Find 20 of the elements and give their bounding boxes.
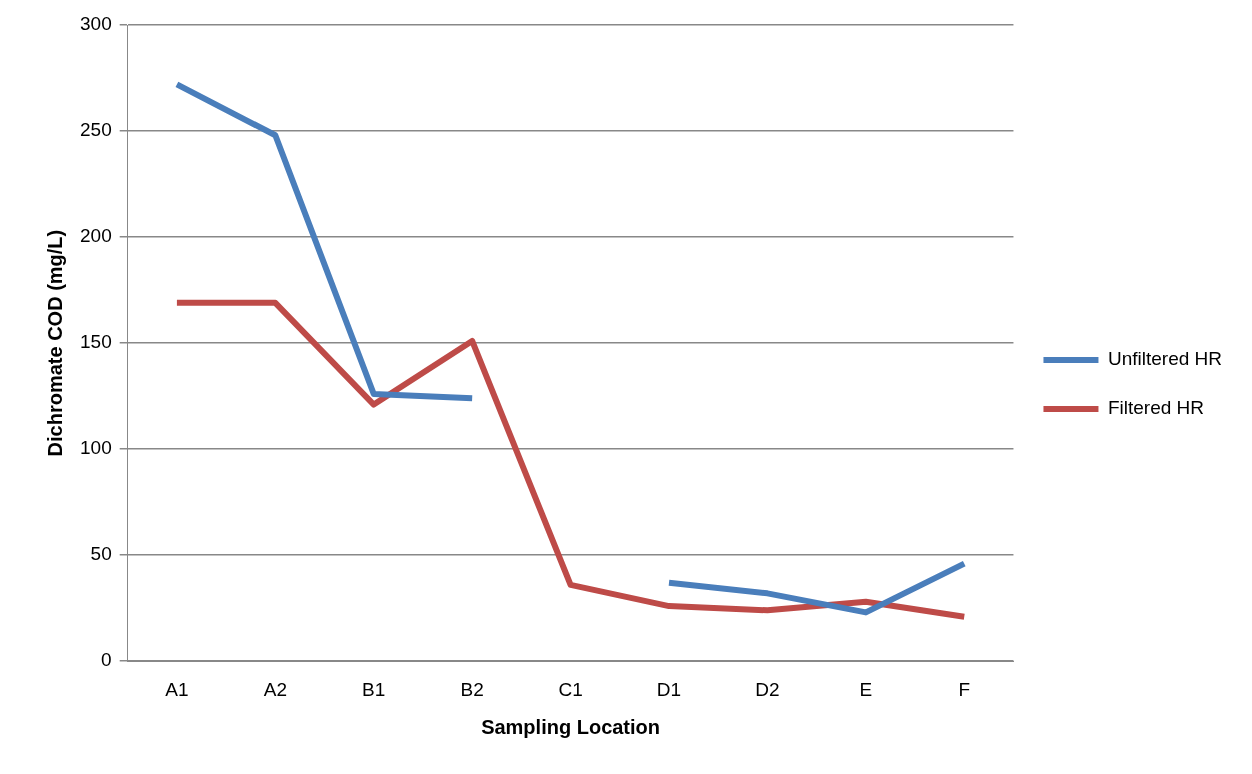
legend-label: Filtered HR (1107, 397, 1205, 419)
x-tick-label: D2 (755, 678, 780, 700)
y-tick-label: 200 (80, 225, 112, 247)
x-tick-label: A1 (165, 678, 189, 700)
x-tick-label: A2 (263, 678, 287, 700)
y-tick-label: 300 (80, 13, 112, 35)
x-axis-title: Sampling Location (481, 715, 661, 738)
x-tick-label: C1 (558, 678, 583, 700)
y-axis-title: Dichromate COD (mg/L) (43, 229, 66, 457)
x-tick-label: E (859, 678, 873, 700)
y-tick-label: 250 (80, 119, 112, 141)
y-tick-label: 150 (80, 331, 112, 353)
y-tick-label: 50 (90, 543, 112, 565)
legend-label: Unfiltered HR (1107, 348, 1223, 370)
x-tick-label: B2 (460, 678, 484, 700)
x-tick-label: D1 (656, 678, 682, 700)
y-tick-label: 0 (101, 649, 112, 671)
x-tick-label: B1 (362, 678, 386, 700)
y-tick-label: 100 (80, 437, 112, 459)
x-tick-label: F (958, 678, 971, 700)
